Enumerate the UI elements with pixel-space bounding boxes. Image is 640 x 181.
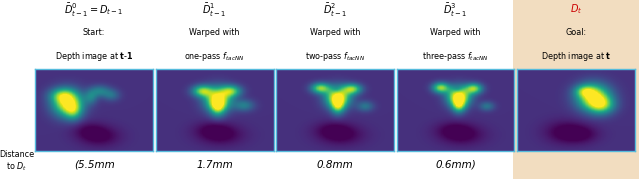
Text: $\bar{D}^2_{t-1}$: $\bar{D}^2_{t-1}$ — [323, 2, 347, 19]
Text: 1.7mm: 1.7mm — [196, 160, 233, 170]
Text: Warped with: Warped with — [310, 28, 360, 37]
Text: Warped with: Warped with — [430, 28, 481, 37]
Text: $\bar{D}^0_{t-1} = D_{t-1}$: $\bar{D}^0_{t-1} = D_{t-1}$ — [65, 2, 124, 19]
Text: Depth image at $\mathbf{t}$: Depth image at $\mathbf{t}$ — [541, 50, 611, 62]
Text: 0.8mm: 0.8mm — [317, 160, 353, 170]
Text: $\bar{D}^1_{t-1}$: $\bar{D}^1_{t-1}$ — [202, 2, 227, 19]
Text: two-pass $f_{tacNN}$: two-pass $f_{tacNN}$ — [305, 50, 365, 62]
Text: Warped with: Warped with — [189, 28, 240, 37]
Text: $D_t$: $D_t$ — [570, 2, 582, 16]
Text: three-pass $f_{tacNN}$: three-pass $f_{tacNN}$ — [422, 50, 489, 62]
Text: one-pass $f_{tacNN}$: one-pass $f_{tacNN}$ — [184, 50, 244, 62]
Text: Start:: Start: — [83, 28, 106, 37]
Text: 0.6mm): 0.6mm) — [435, 160, 476, 170]
Text: Depth image at $\mathbf{t}$-$\mathbf{1}$: Depth image at $\mathbf{t}$-$\mathbf{1}$ — [55, 50, 134, 62]
Text: $\bar{D}^3_{t-1}$: $\bar{D}^3_{t-1}$ — [444, 2, 468, 19]
Text: Goal:: Goal: — [565, 28, 586, 37]
Text: (5.5mm: (5.5mm — [74, 160, 115, 170]
Text: Distance
to $D_t$: Distance to $D_t$ — [0, 150, 35, 173]
